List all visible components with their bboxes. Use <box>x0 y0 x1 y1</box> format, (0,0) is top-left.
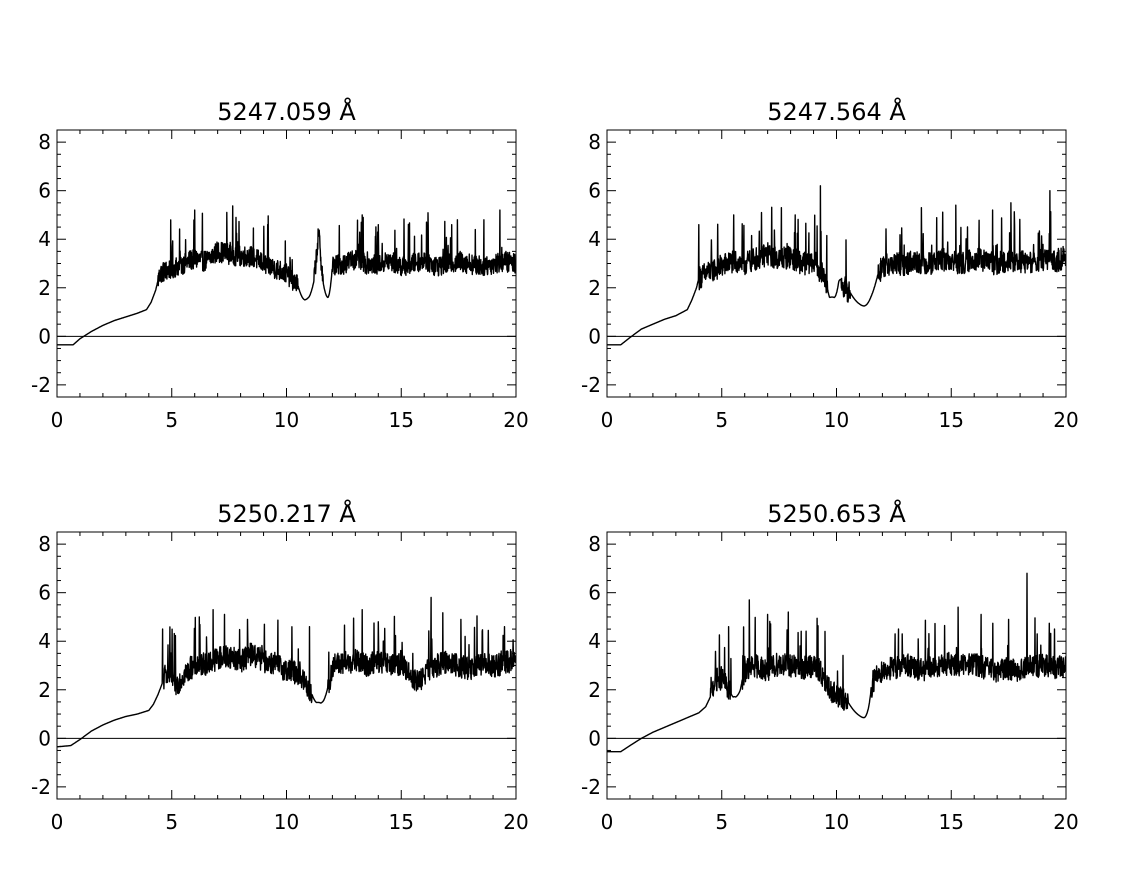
data-series-line <box>606 185 1067 346</box>
y-tick-label: 4 <box>38 227 51 251</box>
x-tick-label: 10 <box>824 810 849 834</box>
x-tick-label: 10 <box>274 810 299 834</box>
x-tick-label: 0 <box>51 408 64 432</box>
y-tick-label: 4 <box>588 629 601 653</box>
y-tick-label: 8 <box>588 130 601 154</box>
y-tick-label: 4 <box>588 227 601 251</box>
x-tick-label: 15 <box>389 810 414 834</box>
x-tick-label: 0 <box>601 408 614 432</box>
data-series-line <box>56 596 517 748</box>
y-tick-label: 2 <box>588 678 601 702</box>
chart-title: 5250.217 Å <box>217 499 356 528</box>
y-tick-label: 8 <box>38 130 51 154</box>
y-tick-label: 6 <box>588 179 601 203</box>
y-tick-label: 4 <box>38 629 51 653</box>
y-tick-label: -2 <box>31 775 51 799</box>
y-tick-label: 2 <box>38 276 51 300</box>
chart-title: 5247.564 Å <box>767 97 906 126</box>
x-tick-label: 15 <box>939 408 964 432</box>
y-tick-label: 8 <box>588 532 601 556</box>
x-tick-label: 5 <box>165 810 178 834</box>
x-tick-label: 20 <box>1053 810 1078 834</box>
x-tick-label: 5 <box>715 810 728 834</box>
x-tick-label: 0 <box>601 810 614 834</box>
y-tick-label: 2 <box>38 678 51 702</box>
chart-title: 5247.059 Å <box>217 97 356 126</box>
y-tick-label: 6 <box>588 581 601 605</box>
y-tick-label: 0 <box>588 726 601 750</box>
x-tick-label: 0 <box>51 810 64 834</box>
x-tick-label: 20 <box>503 810 528 834</box>
x-tick-label: 20 <box>1053 408 1078 432</box>
y-tick-label: 2 <box>588 276 601 300</box>
x-tick-label: 15 <box>939 810 964 834</box>
data-series-line <box>606 572 1067 753</box>
y-tick-label: 6 <box>38 179 51 203</box>
chart-title: 5250.653 Å <box>767 499 906 528</box>
y-tick-label: 8 <box>38 532 51 556</box>
y-tick-label: -2 <box>581 775 601 799</box>
x-tick-label: 5 <box>715 408 728 432</box>
data-series-line <box>56 205 517 346</box>
y-tick-label: 0 <box>38 726 51 750</box>
y-tick-label: -2 <box>581 373 601 397</box>
x-tick-label: 15 <box>389 408 414 432</box>
y-tick-label: 6 <box>38 581 51 605</box>
x-tick-label: 5 <box>165 408 178 432</box>
y-tick-label: 0 <box>588 324 601 348</box>
x-tick-label: 10 <box>824 408 849 432</box>
y-tick-label: -2 <box>31 373 51 397</box>
x-tick-label: 20 <box>503 408 528 432</box>
x-tick-label: 10 <box>274 408 299 432</box>
y-tick-label: 0 <box>38 324 51 348</box>
